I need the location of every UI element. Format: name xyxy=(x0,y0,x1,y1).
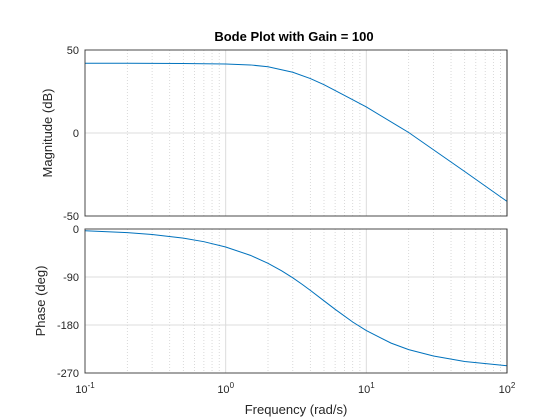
phase-y-tick-label: 0 xyxy=(73,224,79,236)
phase-axis-label: Phase (deg) xyxy=(33,266,48,337)
magnitude-series-line xyxy=(85,62,508,202)
frequency-x-tick-label: 10-1 xyxy=(75,381,95,396)
magnitude-axes-frame-border xyxy=(84,49,508,217)
magnitude-panel: 50 0 -50 Magnitude (dB) xyxy=(40,45,508,223)
frequency-x-tick-label: 100 xyxy=(217,381,234,396)
phase-y-tick-label: -270 xyxy=(57,368,79,380)
frequency-x-tick-label: 101 xyxy=(358,381,375,396)
magnitude-y-tick-label: 50 xyxy=(67,45,79,57)
phase-y-tick-label: -90 xyxy=(63,272,79,284)
phase-series-line xyxy=(84,230,508,367)
magnitude-axis-label: Magnitude (dB) xyxy=(40,89,55,178)
chart-title: Bode Plot with Gain = 100 xyxy=(214,29,373,44)
magnitude-y-tick-label: -50 xyxy=(63,211,79,223)
magnitude-y-tick-label: 0 xyxy=(73,128,79,140)
frequency-axis-label: Frequency (rad/s) xyxy=(245,402,348,417)
frequency-x-tick-label: 102 xyxy=(499,381,516,396)
phase-panel: 0 -90 -180 -270 Phase (deg) xyxy=(33,224,508,380)
phase-axes-frame xyxy=(84,228,508,374)
phase-axes-frame-border xyxy=(84,228,508,374)
phase-y-tick-label: -180 xyxy=(57,320,79,332)
